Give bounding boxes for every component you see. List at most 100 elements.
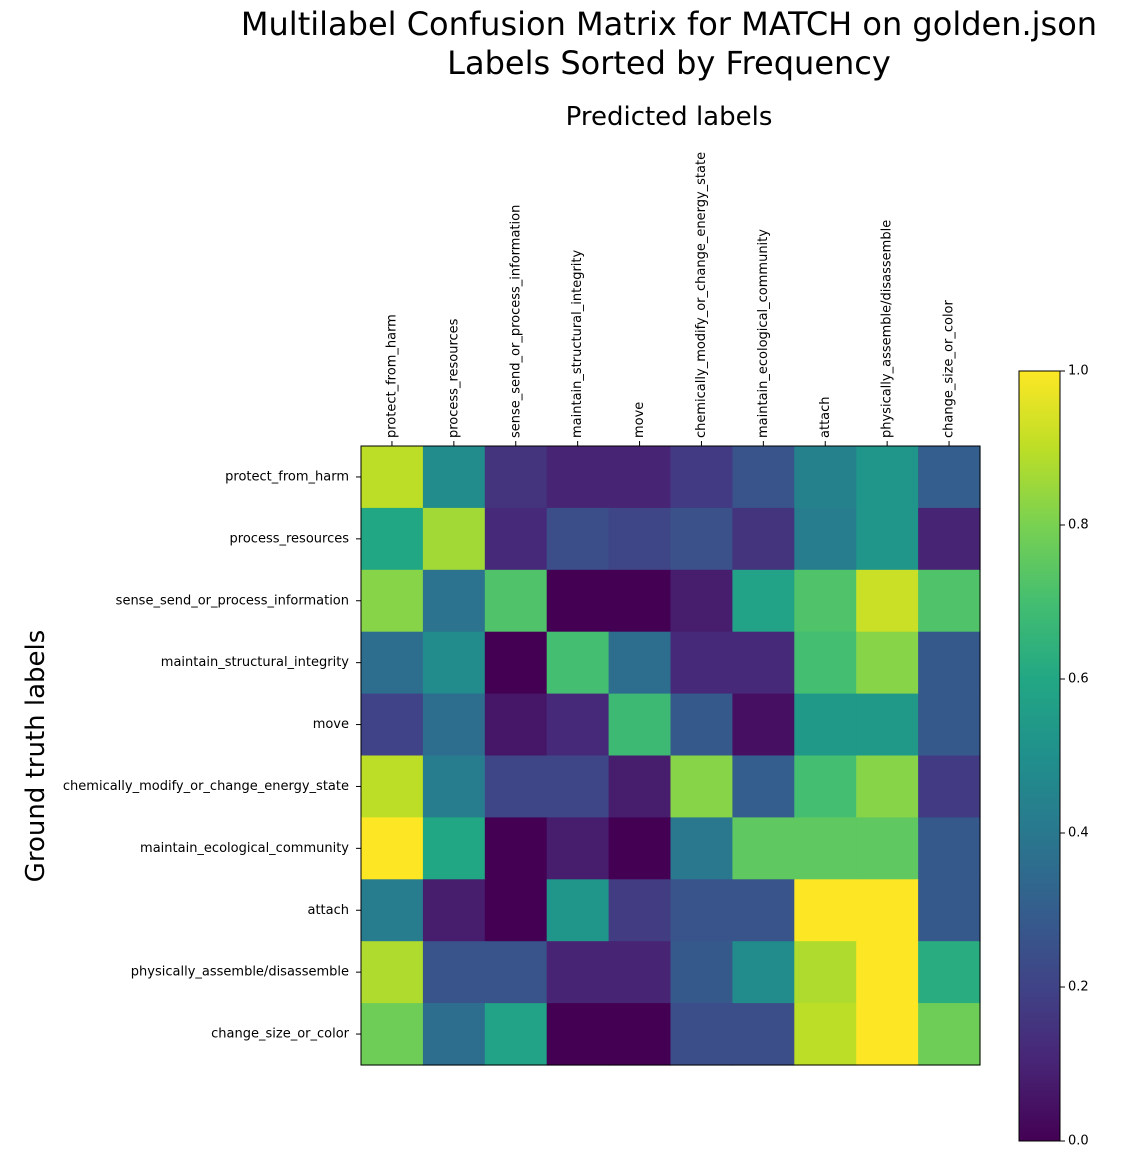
heatmap-cell [608,507,672,571]
heatmap-cell [422,569,486,633]
heatmap-frame [360,445,981,1066]
heatmap-cell [670,693,733,757]
heatmap-cell [856,631,919,695]
chart-title-line-1: Multilabel Confusion Matrix for MATCH on… [241,5,1097,43]
heatmap-cell [670,879,733,942]
heatmap-cell [422,693,486,757]
heatmap-cell [422,507,486,571]
x-tick-label: maintain_ecological_community [756,229,771,438]
heatmap-cell [732,631,795,695]
heatmap-cell [918,631,981,695]
colorbar-tick-label: 1.0 [1068,364,1089,379]
x-tick-label: attach [818,396,833,438]
heatmap-cell [422,631,486,695]
heatmap-cell [670,569,733,633]
heatmap-cell [546,446,610,509]
heatmap-cell [732,817,795,880]
heatmap-cell [546,1003,610,1066]
heatmap-cell [361,755,424,818]
heatmap-cell [732,879,795,942]
y-tick-label: change_size_or_color [211,1027,350,1042]
heatmap-cell [484,569,548,633]
heatmap-cell [546,631,610,695]
heatmap-cell [484,693,548,757]
heatmap-cell [608,817,672,880]
heatmap-cell [794,631,857,695]
heatmap-cell [361,631,424,695]
x-tick-label: physically_assemble/disassemble [880,220,895,438]
heatmap-cell [918,507,981,571]
y-tick-label: move [313,717,349,732]
heatmap-cell [546,879,610,942]
heatmap-cell [856,507,919,571]
heatmap-cell [670,507,733,571]
y-axis-title: Ground truth labels [21,630,51,883]
heatmap-cell [422,879,486,942]
y-tick-label: maintain_structural_integrity [161,655,350,670]
heatmap-cell [918,755,981,818]
heatmap-cell [732,941,795,1004]
heatmap-cell [361,1003,424,1066]
x-axis-ticks: protect_from_harm process_resources sense_… [384,152,957,446]
heatmap-cell [361,693,424,757]
x-tick-label: protect_from_harm [384,314,399,438]
heatmap-cell [856,879,919,942]
heatmap-cell [608,693,672,757]
heatmap-cell [794,693,857,757]
y-tick-label: sense_send_or_process_information [116,593,349,608]
heatmap-cell [918,446,981,509]
chart-title-line-2: Labels Sorted by Frequency [447,44,891,82]
colorbar: 0.0 0.2 0.4 0.6 0.8 1.0 [1018,364,1089,1149]
y-tick-label: chemically_modify_or_change_energy_state [63,779,349,794]
heatmap-cell [794,1003,857,1066]
y-tick-label: process_resources [230,531,350,546]
y-tick-label: attach [307,903,349,918]
heatmap-cell [422,817,486,880]
heatmap-cell [546,941,610,1004]
heatmap-cell [732,1003,795,1066]
y-axis-ticks: protect_from_harm process_resources sense_… [63,469,361,1042]
heatmap-cell [794,817,857,880]
x-axis-title: Predicted labels [566,102,773,132]
x-tick-label: move [632,402,647,438]
heatmap-cell [484,631,548,695]
heatmap-cell [794,507,857,571]
heatmap-cell [670,446,733,509]
heatmap-cell [794,941,857,1004]
colorbar-tick-label: 0.0 [1068,1134,1089,1149]
heatmap-cell [856,1003,919,1066]
heatmap-cell [608,631,672,695]
heatmap-cell [361,446,424,509]
heatmap-cell [732,446,795,509]
y-tick-label: maintain_ecological_community [140,841,349,856]
heatmap-cell [856,817,919,880]
heatmap-cell [794,755,857,818]
heatmap-cell [918,1003,981,1066]
heatmap-cell [856,941,919,1004]
heatmap-cell [670,941,733,1004]
heatmap-cell [361,879,424,942]
x-tick-label: process_resources [446,318,461,438]
colorbar-ticks: 0.0 0.2 0.4 0.6 0.8 1.0 [1060,364,1089,1149]
heatmap-cell [546,569,610,633]
heatmap-cell [794,879,857,942]
heatmap-cell [608,569,672,633]
heatmap-cell [546,507,610,571]
heatmap-cell [361,817,424,880]
heatmap-cell [856,569,919,633]
heatmap-cell [670,755,733,818]
heatmap-cell [608,879,672,942]
heatmap-cell [732,507,795,571]
heatmap-cell [856,693,919,757]
x-tick-label: chemically_modify_or_change_energy_state [694,152,709,438]
heatmap-cell [732,693,795,757]
heatmap-cell [484,879,548,942]
heatmap-cell [856,446,919,509]
heatmap-cell [361,507,424,571]
heatmap-cell [856,755,919,818]
heatmap-cell [608,1003,672,1066]
heatmap-cell [794,569,857,633]
colorbar-gradient [1018,370,1061,1142]
heatmap-cell [546,755,610,818]
